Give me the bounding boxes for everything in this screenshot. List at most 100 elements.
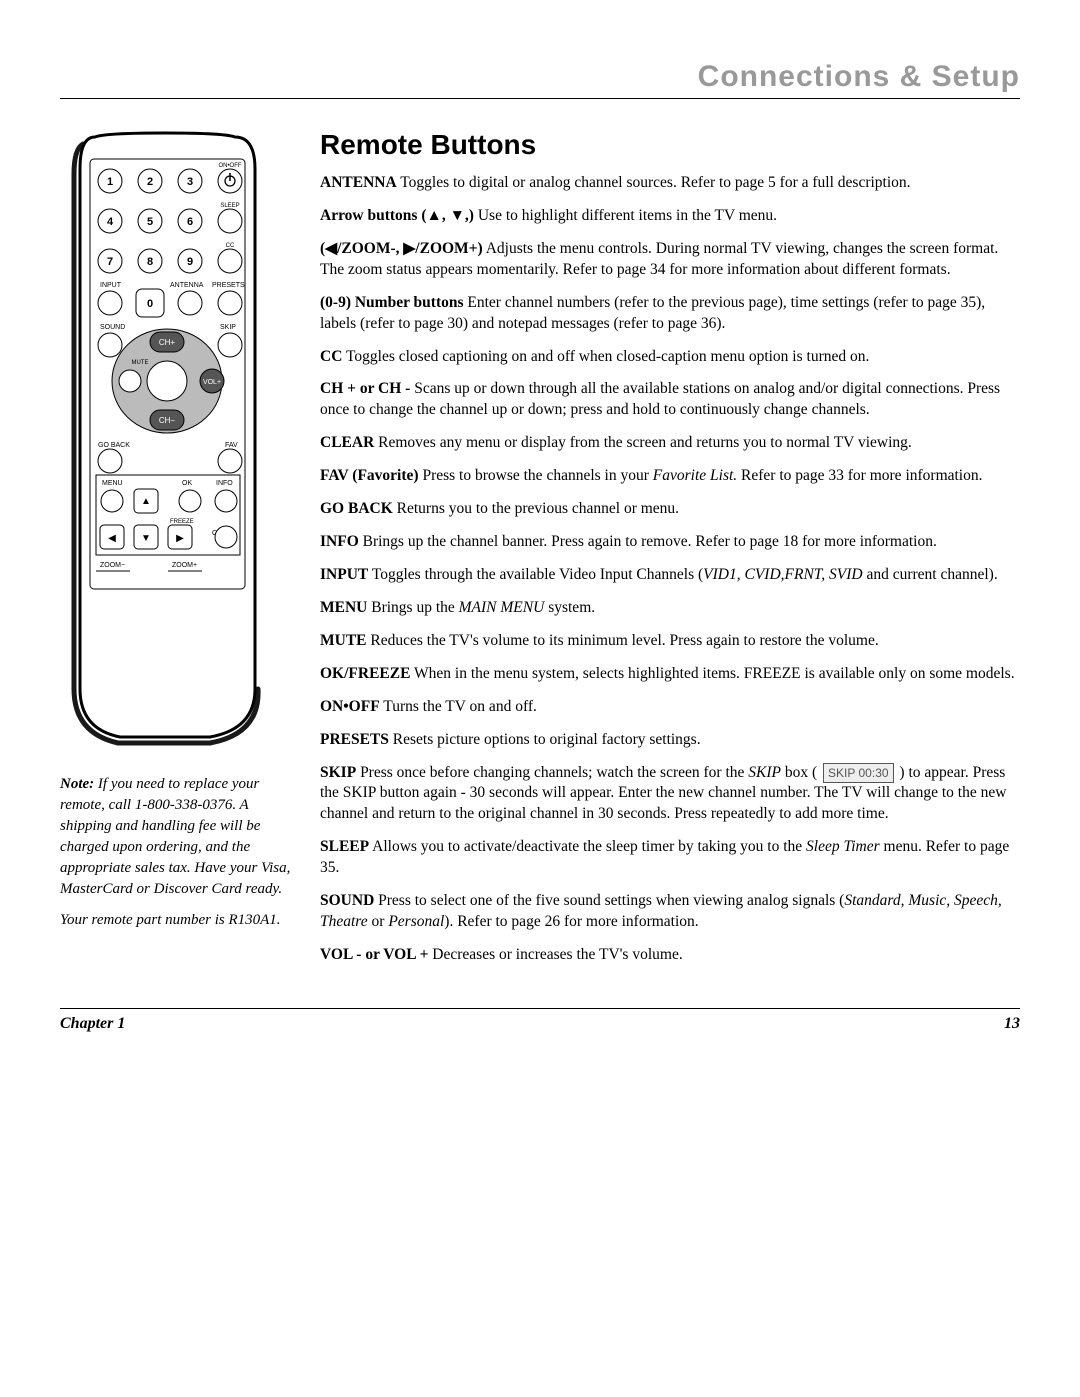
- svg-text:6: 6: [187, 216, 193, 228]
- svg-text:SOUND: SOUND: [100, 324, 125, 331]
- entry-name: SKIP: [320, 764, 356, 781]
- entry-name: FAV (Favorite): [320, 467, 419, 484]
- entry-body: Toggles through the available Video Inpu…: [372, 566, 703, 583]
- entry-body: Brings up the channel banner. Press agai…: [363, 533, 937, 550]
- svg-text:MENU: MENU: [102, 480, 123, 487]
- entry-body2: or: [368, 913, 389, 930]
- entry-italic2: Personal: [388, 913, 444, 930]
- entry: INPUT Toggles through the available Vide…: [320, 565, 1020, 586]
- entry-body: Toggles closed captioning on and off whe…: [346, 348, 869, 365]
- svg-text:SKIP: SKIP: [220, 324, 236, 331]
- entry-body: Resets picture options to original facto…: [393, 731, 701, 748]
- remote-diagram: ON•OFF 1 2 3 SLEEP 4 5 6 CC 7 8 9: [60, 129, 270, 749]
- footer-page-number: 13: [1004, 1015, 1020, 1033]
- entry-italic: MAIN MENU: [459, 599, 545, 616]
- entry-body: Returns you to the previous channel or m…: [397, 500, 679, 517]
- entry-name: SLEEP: [320, 838, 369, 855]
- entry: MENU Brings up the MAIN MENU system.: [320, 598, 1020, 619]
- entry-body: Brings up the: [371, 599, 458, 616]
- entry-name: ANTENNA: [320, 174, 397, 191]
- entry-name: ON•OFF: [320, 698, 380, 715]
- note-part: Your remote part number is R130A1.: [60, 910, 300, 931]
- note-label: Note:: [60, 776, 94, 792]
- svg-text:FAV: FAV: [225, 442, 238, 449]
- entries-list: ANTENNA Toggles to digital or analog cha…: [320, 173, 1020, 966]
- svg-text:▲: ▲: [141, 496, 151, 507]
- svg-text:INPUT: INPUT: [100, 282, 122, 289]
- entry-name: CLEAR: [320, 434, 374, 451]
- entry: (◀/ZOOM-, ▶/ZOOM+) Adjusts the menu cont…: [320, 239, 1020, 281]
- entry-body: Turns the TV on and off.: [383, 698, 537, 715]
- svg-text:MUTE: MUTE: [132, 360, 149, 366]
- entry-name: INPUT: [320, 566, 368, 583]
- svg-text:INFO: INFO: [216, 480, 233, 487]
- entry-name: PRESETS: [320, 731, 389, 748]
- svg-text:8: 8: [147, 256, 153, 268]
- note-body: If you need to replace your remote, call…: [60, 776, 290, 897]
- entry: MUTE Reduces the TV's volume to its mini…: [320, 631, 1020, 652]
- entry: Arrow buttons (▲, ▼,) Use to highlight d…: [320, 206, 1020, 227]
- entry-name: VOL - or VOL +: [320, 946, 428, 963]
- content-row: ON•OFF 1 2 3 SLEEP 4 5 6 CC 7 8 9: [60, 129, 1020, 978]
- note-block: Note: If you need to replace your remote…: [60, 774, 300, 931]
- entry-body: Removes any menu or display from the scr…: [378, 434, 912, 451]
- entry-body: Decreases or increases the TV's volume.: [432, 946, 682, 963]
- page-header-title: Connections & Setup: [698, 60, 1020, 93]
- entry-name: MUTE: [320, 632, 367, 649]
- entry-body: Press to browse the channels in your: [422, 467, 652, 484]
- entry-name: MENU: [320, 599, 367, 616]
- page-header: Connections & Setup: [60, 60, 1020, 99]
- entry-name: (◀/ZOOM-, ▶/ZOOM+): [320, 240, 483, 257]
- entry: CLEAR Removes any menu or display from t…: [320, 433, 1020, 454]
- entry: OK/FREEZE When in the menu system, selec…: [320, 664, 1020, 685]
- skip-box: SKIP 00:30: [823, 763, 894, 783]
- entry-italic: Favorite List.: [653, 467, 737, 484]
- entry-body: Use to highlight different items in the …: [478, 207, 777, 224]
- svg-text:SLEEP: SLEEP: [220, 203, 239, 209]
- entry-body: Scans up or down through all the availab…: [320, 380, 1000, 418]
- entry: CC Toggles closed captioning on and off …: [320, 347, 1020, 368]
- entry-name: OK/FREEZE: [320, 665, 410, 682]
- entry-name: GO BACK: [320, 500, 393, 517]
- entry: ON•OFF Turns the TV on and off.: [320, 697, 1020, 718]
- svg-text:CH−: CH−: [159, 416, 176, 425]
- page-footer: Chapter 1 13: [60, 1008, 1020, 1033]
- svg-text:◀: ◀: [108, 533, 116, 544]
- entry: ANTENNA Toggles to digital or analog cha…: [320, 173, 1020, 194]
- svg-text:ANTENNA: ANTENNA: [170, 282, 204, 289]
- section-title: Remote Buttons: [320, 129, 1020, 161]
- svg-text:OK: OK: [182, 480, 192, 487]
- entry-body: Reduces the TV's volume to its minimum l…: [370, 632, 878, 649]
- entry-body3: ). Refer to page 26 for more information…: [444, 913, 698, 930]
- entry-name: SOUND: [320, 892, 374, 909]
- entry-body: Toggles to digital or analog channel sou…: [400, 174, 910, 191]
- svg-text:▶: ▶: [176, 533, 184, 544]
- note-text: Note: If you need to replace your remote…: [60, 774, 300, 900]
- svg-text:ZOOM+: ZOOM+: [172, 562, 197, 569]
- entry: SLEEP Allows you to activate/deactivate …: [320, 837, 1020, 879]
- entry-name: Arrow buttons (▲, ▼,): [320, 207, 474, 224]
- entry: PRESETS Resets picture options to origin…: [320, 730, 1020, 751]
- svg-text:5: 5: [147, 216, 153, 228]
- entry-body2: Refer to page 33 for more information.: [737, 467, 982, 484]
- svg-text:7: 7: [107, 256, 113, 268]
- svg-text:1: 1: [107, 176, 113, 188]
- svg-text:VOL+: VOL+: [203, 379, 221, 386]
- svg-text:GO BACK: GO BACK: [98, 442, 130, 449]
- entry: (0-9) Number buttons Enter channel numbe…: [320, 293, 1020, 335]
- entry: SKIP Press once before changing channels…: [320, 763, 1020, 826]
- entry-italic: Sleep Timer: [806, 838, 880, 855]
- entry-body: Press once before changing channels; wat…: [360, 764, 748, 781]
- svg-text:9: 9: [187, 256, 193, 268]
- entry-body2: system.: [544, 599, 595, 616]
- svg-text:4: 4: [107, 216, 114, 228]
- svg-text:CC: CC: [226, 243, 235, 249]
- entry-italic: SKIP: [748, 764, 781, 781]
- entry-body: Press to select one of the five sound se…: [378, 892, 844, 909]
- entry: INFO Brings up the channel banner. Press…: [320, 532, 1020, 553]
- entry: GO BACK Returns you to the previous chan…: [320, 499, 1020, 520]
- entry-body2: box (: [781, 764, 821, 781]
- entry-body2: and current channel).: [863, 566, 998, 583]
- entry-body: When in the menu system, selects highlig…: [414, 665, 1015, 682]
- right-column: Remote Buttons ANTENNA Toggles to digita…: [320, 129, 1020, 978]
